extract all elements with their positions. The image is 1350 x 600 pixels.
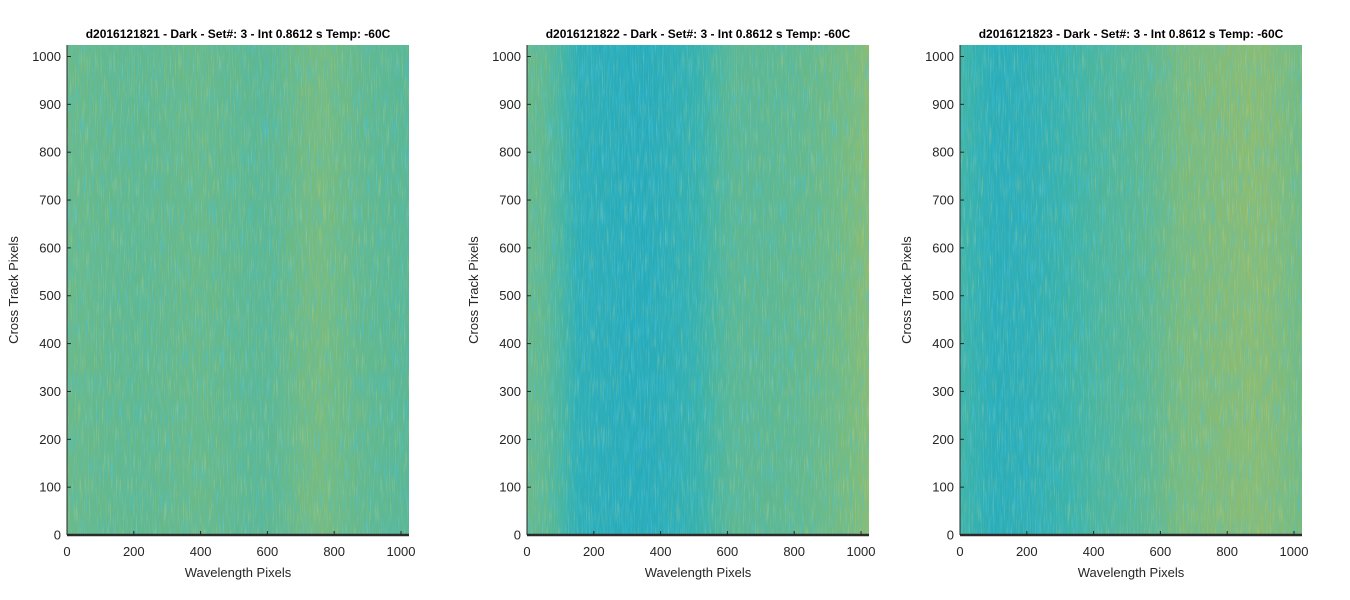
y-tick-label: 100 [499, 480, 521, 495]
y-tick-label: 1000 [925, 49, 954, 64]
y-tick-label: 500 [932, 288, 954, 303]
x-tick-label: 200 [583, 544, 605, 559]
x-tick-label: 1000 [387, 544, 416, 559]
y-tick-label: 900 [39, 97, 61, 112]
y-tick-label: 200 [932, 432, 954, 447]
x-tick-label: 0 [63, 544, 70, 559]
y-tick-label: 1000 [492, 49, 521, 64]
y-tick-label: 900 [932, 97, 954, 112]
x-tick-label: 400 [190, 544, 212, 559]
x-tick-label: 800 [783, 544, 805, 559]
y-tick-label: 100 [39, 480, 61, 495]
y-tick-label: 200 [499, 432, 521, 447]
y-tick-label: 300 [499, 384, 521, 399]
y-tick-label: 300 [39, 384, 61, 399]
y-tick-label: 600 [932, 240, 954, 255]
y-axis-label: Cross Track Pixels [6, 236, 21, 344]
x-tick-label: 400 [650, 544, 672, 559]
y-tick-label: 800 [932, 145, 954, 160]
y-tick-label: 400 [932, 336, 954, 351]
y-tick-label: 700 [499, 193, 521, 208]
heatmap-noise-warm [527, 45, 869, 535]
heatmap-panel-2: 0 100 200 300 400 500 600 700 800 900 1000 0 200 400 6… [466, 27, 875, 580]
y-tick-label: 700 [39, 193, 61, 208]
y-axis-label: Cross Track Pixels [899, 236, 914, 344]
y-tick-label: 600 [499, 240, 521, 255]
chart-title-3: d2016121823 - Dark - Set#: 3 - Int 0.861… [979, 27, 1284, 41]
x-tick-label: 800 [1216, 544, 1238, 559]
y-tick-label: 0 [514, 528, 521, 543]
chart-title-2: d2016121822 - Dark - Set#: 3 - Int 0.861… [546, 27, 851, 41]
y-tick-label: 500 [39, 288, 61, 303]
x-tick-label: 0 [523, 544, 530, 559]
y-tick-label: 700 [932, 193, 954, 208]
y-tick-label: 0 [947, 528, 954, 543]
x-tick-label: 1000 [1280, 544, 1309, 559]
y-tick-label: 0 [54, 528, 61, 543]
x-axis-label: Wavelength Pixels [645, 565, 752, 580]
heatmap-noise-warm [67, 45, 409, 535]
y-tick-label: 900 [499, 97, 521, 112]
x-tick-label: 800 [323, 544, 345, 559]
y-tick-label: 500 [499, 288, 521, 303]
y-tick-label: 300 [932, 384, 954, 399]
y-tick-label: 1000 [32, 49, 61, 64]
x-tick-label: 400 [1083, 544, 1105, 559]
y-tick-label: 400 [39, 336, 61, 351]
x-tick-label: 600 [717, 544, 739, 559]
x-tick-label: 600 [257, 544, 279, 559]
y-tick-label: 600 [39, 240, 61, 255]
y-tick-label: 800 [499, 145, 521, 160]
x-tick-label: 600 [1150, 544, 1172, 559]
y-tick-label: 800 [39, 145, 61, 160]
chart-title-1: d2016121821 - Dark - Set#: 3 - Int 0.861… [86, 27, 391, 41]
x-axis-label: Wavelength Pixels [185, 565, 292, 580]
x-tick-label: 200 [1016, 544, 1038, 559]
y-tick-label: 200 [39, 432, 61, 447]
x-axis-label: Wavelength Pixels [1078, 565, 1185, 580]
x-tick-label: 200 [123, 544, 145, 559]
heatmap-noise-warm [960, 45, 1302, 535]
y-tick-label: 400 [499, 336, 521, 351]
y-tick-label: 100 [932, 480, 954, 495]
heatmap-panel-3: 0 100 200 300 400 500 600 700 800 900 1000 0 200 400 6… [899, 27, 1308, 580]
x-tick-label: 1000 [847, 544, 876, 559]
x-tick-label: 0 [956, 544, 963, 559]
y-axis-label: Cross Track Pixels [466, 236, 481, 344]
heatmap-panel-1: 0 100 200 300 400 500 600 700 800 900 1000 0 200 400 6… [6, 27, 415, 580]
